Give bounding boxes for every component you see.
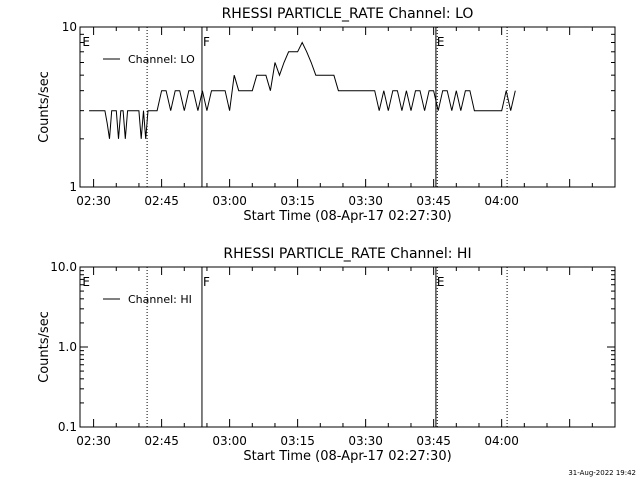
- plot-frame: [79, 266, 616, 428]
- y-tick-label: 0.1: [58, 420, 77, 434]
- x-tick-label: 04:00: [484, 434, 519, 448]
- legend-entry: Channel: HI: [128, 293, 192, 306]
- chart-title: RHESSI PARTICLE_RATE Channel: HI: [223, 246, 471, 262]
- x-tick-label: 03:15: [280, 194, 315, 208]
- y-tick-label: 10: [62, 20, 77, 34]
- series-line-0: [89, 41, 516, 139]
- plot-frame: [79, 26, 616, 188]
- event-marker-label: E: [437, 275, 445, 289]
- x-tick-label: 03:30: [348, 194, 383, 208]
- y-tick-label: 1.0: [58, 340, 77, 354]
- panel-hi-channel: RHESSI PARTICLE_RATE Channel: HI 02:30 02:…: [37, 246, 616, 464]
- y-tick-label: 10.0: [50, 260, 77, 274]
- y-axis-label: Counts/sec: [37, 71, 52, 143]
- x-tick-label: 04:00: [484, 194, 519, 208]
- event-marker-label: E: [437, 35, 445, 49]
- x-tick-label: 02:30: [76, 434, 111, 448]
- x-tick-label: 03:00: [212, 194, 247, 208]
- y-axis-label: Counts/sec: [37, 311, 52, 383]
- event-marker-label: F: [203, 35, 210, 49]
- chart-title: RHESSI PARTICLE_RATE Channel: LO: [222, 6, 474, 22]
- x-tick-label: 03:15: [280, 434, 315, 448]
- x-tick-label: 03:45: [416, 194, 451, 208]
- x-axis-label: Start Time (08-Apr-17 02:27:30): [243, 209, 451, 224]
- legend-entry: Channel: LO: [128, 53, 195, 66]
- x-axis-label: Start Time (08-Apr-17 02:27:30): [243, 449, 451, 464]
- x-tick-label: 02:45: [144, 434, 179, 448]
- x-tick-label: 03:30: [348, 434, 383, 448]
- event-marker-label: E: [82, 35, 90, 49]
- x-tick-label: 02:45: [144, 194, 179, 208]
- x-tick-label: 02:30: [76, 194, 111, 208]
- panel-lo-channel: RHESSI PARTICLE_RATE Channel: LO 02:30 02:…: [37, 6, 616, 224]
- footer-timestamp: 31-Aug-2022 19:42: [568, 469, 636, 477]
- y-tick-label: 1: [69, 180, 77, 194]
- event-marker-label: F: [203, 275, 210, 289]
- event-marker-label: E: [82, 275, 90, 289]
- x-tick-label: 03:45: [416, 434, 451, 448]
- x-tick-label: 03:00: [212, 434, 247, 448]
